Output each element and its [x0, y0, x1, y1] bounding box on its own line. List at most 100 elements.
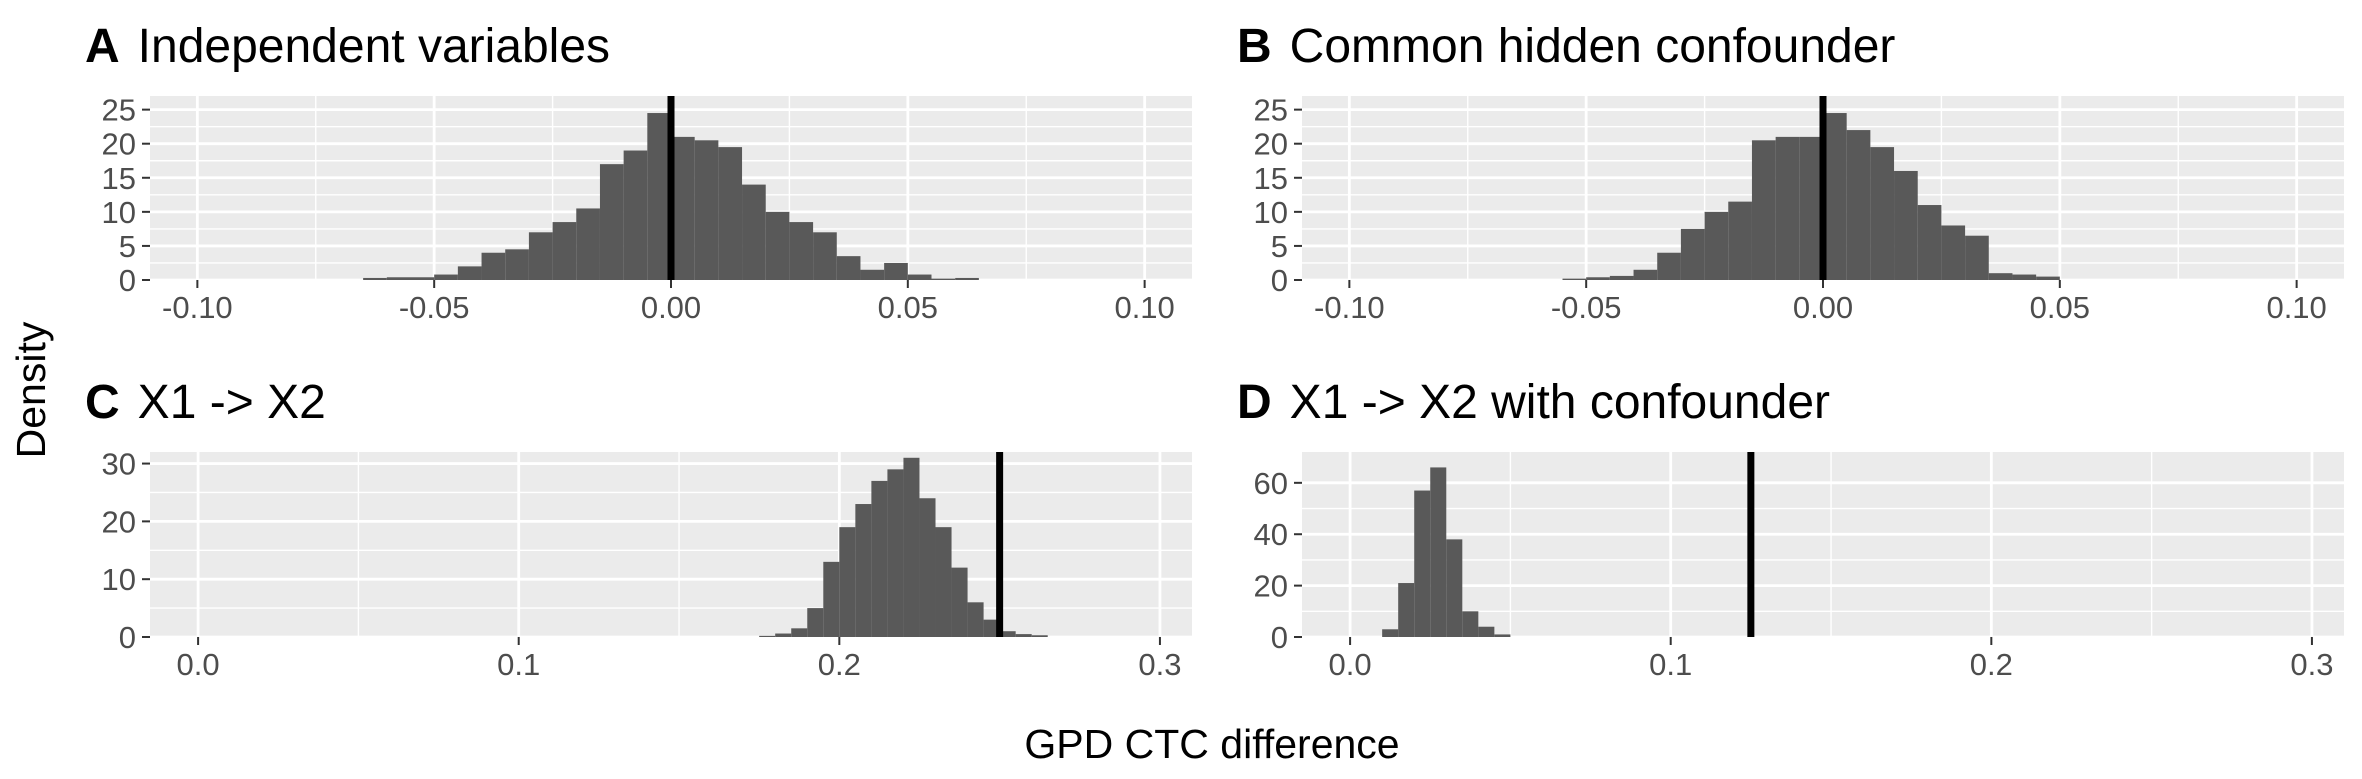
histogram-bar [884, 262, 908, 280]
histogram-bar [839, 527, 856, 637]
y-tick-label: 25 [1254, 93, 1288, 128]
histogram-bar [1775, 136, 1800, 280]
histogram-bar [1031, 635, 1048, 637]
histogram-bar [789, 222, 814, 280]
histogram-bar [363, 277, 387, 280]
panel-title: A Independent variables [85, 20, 610, 73]
panel-title: C X1 -> X2 [85, 376, 326, 429]
y-tick-label: 60 [1254, 466, 1288, 501]
histogram-bar [2012, 274, 2037, 280]
histogram-bar [1430, 467, 1447, 637]
histogram-bar [855, 504, 872, 637]
panel-title-text: X1 -> X2 with confounder [1290, 376, 1830, 429]
y-tick-label: 30 [102, 447, 136, 482]
y-tick-label: 20 [102, 504, 136, 539]
y-tick-label: 40 [1254, 517, 1288, 552]
y-tick-label: 25 [102, 93, 136, 128]
y-axis-title: Density [8, 321, 54, 458]
x-tick-label: 0.1 [497, 647, 540, 682]
histogram-bar [999, 631, 1016, 637]
panel-b: B Common hidden confounder -0.10 -0.05 0.00 0… [1237, 20, 2344, 325]
histogram-bar [1704, 211, 1729, 280]
histogram-bar [836, 256, 861, 280]
panel-a: A Independent variables -0.10 -0.05 0.00 0.05… [85, 20, 1192, 325]
y-tick-label: 5 [1271, 229, 1288, 264]
histogram-bar [823, 561, 840, 637]
y-tick-label: 0 [1271, 620, 1288, 655]
y-tick-label: 10 [102, 195, 136, 230]
histogram-bar [967, 602, 984, 637]
x-tick-label: 0.2 [1970, 647, 2013, 682]
y-tick-label: 20 [1254, 127, 1288, 162]
histogram-bar [1846, 130, 1871, 280]
panel-letter: B [1237, 20, 1272, 73]
histogram-bar [1562, 278, 1587, 280]
x-tick-label: 0.00 [641, 290, 701, 325]
panel-title: B Common hidden confounder [1237, 20, 1895, 73]
histogram-bar [481, 252, 506, 280]
histogram-bar [599, 164, 624, 280]
histogram-bar [2036, 276, 2060, 280]
x-tick-label: 0.10 [2266, 290, 2326, 325]
histogram-bar [765, 211, 790, 280]
histogram-bar [1446, 539, 1463, 637]
histogram-bar [505, 249, 529, 280]
panel-title: D X1 -> X2 with confounder [1237, 376, 1830, 429]
histogram-bar [623, 150, 648, 280]
x-tick-label: -0.05 [1551, 290, 1622, 325]
histogram-bar [1462, 611, 1479, 637]
histogram-bar [931, 278, 956, 280]
histogram-bar [1917, 205, 1942, 280]
y-tick-label: 15 [1254, 161, 1288, 196]
panel-title-text: X1 -> X2 [138, 376, 326, 429]
x-axis-title: GPD CTC difference [1024, 721, 1399, 767]
histogram-bar [907, 274, 932, 280]
histogram-bar [647, 113, 671, 280]
x-tick-label: -0.10 [1314, 290, 1385, 325]
histogram-bar [671, 136, 695, 280]
panel-title-text: Common hidden confounder [1290, 20, 1896, 73]
x-tick-label: 0.10 [1114, 290, 1174, 325]
x-tick-label: -0.10 [162, 290, 233, 325]
histogram-bar [1894, 170, 1918, 280]
histogram-bar [1478, 626, 1495, 637]
x-tick-label: 0.00 [1793, 290, 1853, 325]
histogram-bar [1015, 634, 1032, 637]
histogram-bar [983, 619, 1000, 637]
histogram-bar [903, 457, 920, 637]
x-tick-label: 0.3 [2290, 647, 2333, 682]
histogram-bar [807, 608, 824, 637]
histogram-bar [1398, 583, 1415, 637]
panel-d: D X1 -> X2 with confounder 0.0 0.1 0.2 0.3 0 20… [1237, 376, 2344, 682]
histogram-bar [919, 498, 936, 637]
histogram-bar [457, 266, 482, 280]
y-tick-label: 10 [102, 562, 136, 597]
histogram-bar [1494, 634, 1511, 637]
y-tick-label: 0 [119, 263, 136, 298]
histogram-bar [1941, 225, 1966, 280]
histogram-bar [1823, 113, 1847, 280]
histogram-bar [1799, 136, 1823, 280]
x-tick-label: 0.05 [878, 290, 938, 325]
x-tick-label: 0.05 [2030, 290, 2090, 325]
panel-letter: A [85, 20, 120, 73]
histogram-bar [718, 147, 743, 280]
histogram-bar [1609, 275, 1634, 280]
histogram-bar [791, 628, 808, 637]
histogram-bar [1988, 273, 2013, 280]
histogram-bar [410, 277, 435, 280]
x-tick-label: 0.3 [1138, 647, 1181, 682]
histogram-bar [951, 567, 968, 637]
x-tick-label: 0.0 [1329, 647, 1372, 682]
panel-letter: C [85, 376, 120, 429]
x-tick-label: 0.2 [818, 647, 861, 682]
histogram-bar [1414, 490, 1431, 637]
histogram-bar [1382, 629, 1399, 637]
histogram-bar [694, 140, 719, 280]
y-tick-label: 20 [102, 127, 136, 162]
histogram-bar [935, 527, 952, 637]
histogram-bar [1657, 252, 1681, 280]
y-tick-label: 5 [119, 229, 136, 264]
histogram-bar [775, 633, 792, 637]
